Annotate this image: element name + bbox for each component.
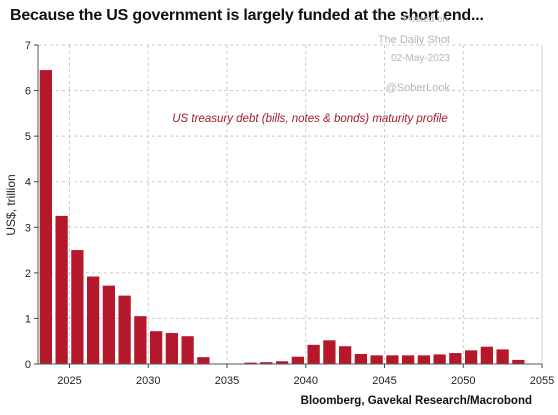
bar-2052 xyxy=(496,349,509,364)
x-tick-label: 2025 xyxy=(57,375,81,387)
bar-2047 xyxy=(417,355,431,364)
bar-2050 xyxy=(464,350,478,364)
x-tick-label: 2040 xyxy=(294,375,318,387)
bar-series xyxy=(39,70,525,365)
bar-2030 xyxy=(149,331,163,364)
bar-2049 xyxy=(449,353,462,364)
y-axis-label: US$, trillion xyxy=(4,174,18,235)
y-tick-label: 6 xyxy=(25,86,31,98)
bar-2027 xyxy=(102,285,116,364)
bar-2048 xyxy=(433,354,446,364)
y-tick-label: 5 xyxy=(25,131,31,143)
bar-2044 xyxy=(370,355,383,364)
x-tick-label: 2055 xyxy=(530,375,554,387)
bar-2031 xyxy=(165,333,179,364)
watermark-posted: Posted on xyxy=(402,14,448,25)
x-tick-label: 2035 xyxy=(215,375,239,387)
chart-annotation: US treasury debt (bills, notes & bonds) … xyxy=(172,113,447,125)
bar-2033 xyxy=(197,357,210,364)
bar-2023 xyxy=(39,70,53,365)
bar-2025 xyxy=(71,250,84,364)
chart-title: Because the US government is largely fun… xyxy=(10,7,484,24)
bar-2029 xyxy=(134,316,147,364)
y-tick-label: 0 xyxy=(25,359,31,371)
bar-2039 xyxy=(291,356,305,364)
x-tick-label: 2050 xyxy=(451,375,475,387)
bar-2051 xyxy=(480,346,494,364)
y-tick-label: 3 xyxy=(25,222,31,234)
y-tick-label: 4 xyxy=(25,177,31,189)
bar-2028 xyxy=(118,295,131,364)
bar-2026 xyxy=(86,276,100,364)
bar-2038 xyxy=(275,361,289,364)
bar-2043 xyxy=(354,353,368,364)
watermark-handle: @SoberLook xyxy=(385,82,450,94)
x-tick-label: 2030 xyxy=(136,375,160,387)
bar-2024 xyxy=(55,215,68,364)
axes: 0 1 2 3 4 5 6 7 2025 2030 2035 2040 2045 2050 2055 xyxy=(25,40,554,387)
x-tick-label: 2045 xyxy=(372,375,396,387)
y-tick-label: 2 xyxy=(25,268,31,280)
y-tick-label: 1 xyxy=(25,313,31,325)
bar-2040 xyxy=(307,344,320,364)
bar-2042 xyxy=(338,346,352,364)
bar-2036 xyxy=(244,362,257,364)
bar-2053 xyxy=(512,359,525,364)
watermark-source: The Daily Shot xyxy=(377,34,450,46)
bar-2046 xyxy=(401,355,415,364)
source-note: Bloomberg, Gavekal Research/Macrobond xyxy=(300,395,532,407)
bar-2041 xyxy=(323,340,336,364)
y-tick-label: 7 xyxy=(25,40,31,52)
watermark-date: 02-May-2023 xyxy=(391,53,450,64)
bar-2045 xyxy=(386,355,399,364)
bar-2032 xyxy=(181,336,194,364)
bar-2037 xyxy=(260,362,273,364)
